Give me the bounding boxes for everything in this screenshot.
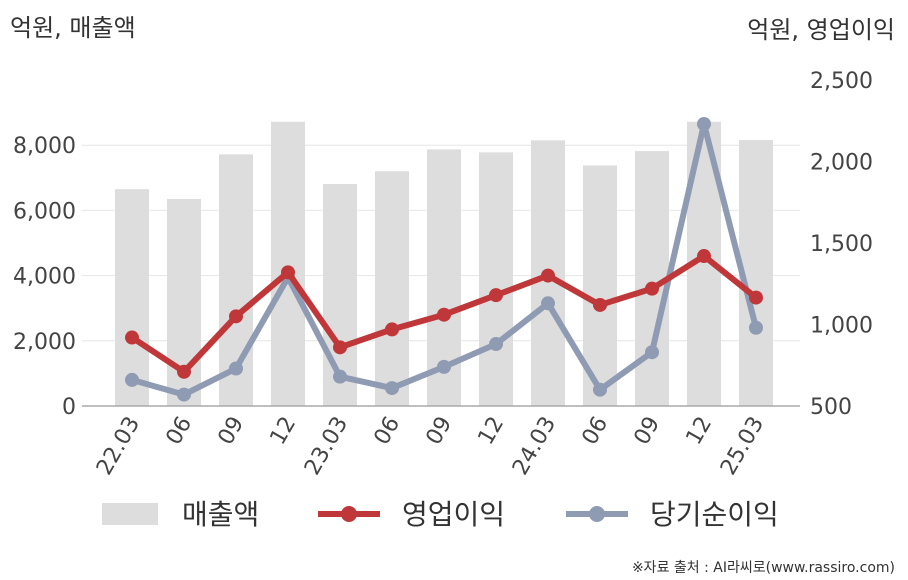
x-tick-label: 25.03 bbox=[716, 413, 769, 480]
legend-swatch-net-income-marker bbox=[589, 506, 605, 522]
point-net-income bbox=[385, 381, 399, 396]
x-tick-label: 09 bbox=[630, 413, 666, 450]
line-series-group bbox=[125, 117, 763, 402]
source-note: ※자료 출처 : AI라씨로(www.rassiro.com) bbox=[632, 560, 895, 576]
x-tick-label: 06 bbox=[370, 413, 406, 450]
point-net-income bbox=[749, 320, 763, 335]
point-operating-profit bbox=[489, 288, 503, 303]
left-tick-label: 0 bbox=[62, 395, 76, 420]
point-operating-profit bbox=[177, 364, 191, 379]
x-tick-label: 12 bbox=[266, 413, 302, 450]
point-operating-profit bbox=[593, 297, 607, 312]
right-axis-ticks: 500 1,000 1,500 2,000 2,500 bbox=[810, 69, 873, 420]
right-axis-unit: 억원, 영업이익 bbox=[747, 16, 895, 44]
legend-swatch-revenue bbox=[102, 503, 158, 525]
legend-label-operating-profit: 영업이익 bbox=[402, 498, 505, 531]
left-tick-label: 6,000 bbox=[13, 199, 76, 224]
point-net-income bbox=[229, 361, 243, 376]
right-tick-label: 1,000 bbox=[810, 314, 873, 339]
right-tick-label: 2,000 bbox=[810, 151, 873, 176]
point-operating-profit bbox=[333, 340, 347, 355]
bar-revenue bbox=[115, 189, 149, 406]
left-tick-label: 4,000 bbox=[13, 265, 76, 290]
x-tick-label: 22.03 bbox=[92, 413, 145, 480]
point-operating-profit bbox=[437, 307, 451, 322]
bar-revenue bbox=[375, 171, 409, 406]
legend-label-net-income: 당기순이익 bbox=[650, 498, 779, 531]
point-net-income bbox=[333, 369, 347, 384]
point-net-income bbox=[177, 387, 191, 402]
x-tick-label: 06 bbox=[162, 413, 198, 450]
legend-label-revenue: 매출액 bbox=[182, 498, 259, 531]
right-tick-label: 2,500 bbox=[810, 69, 873, 94]
point-operating-profit bbox=[645, 281, 659, 296]
x-tick-label: 06 bbox=[578, 413, 614, 450]
point-net-income bbox=[489, 337, 503, 352]
point-net-income bbox=[697, 117, 711, 132]
bar-series-revenue bbox=[115, 121, 773, 407]
right-tick-label: 500 bbox=[810, 395, 852, 420]
left-tick-label: 2,000 bbox=[13, 330, 76, 355]
point-operating-profit bbox=[697, 249, 711, 264]
x-tick-label: 09 bbox=[214, 413, 250, 450]
point-net-income bbox=[541, 296, 555, 311]
point-operating-profit bbox=[229, 309, 243, 324]
point-net-income bbox=[437, 359, 451, 374]
point-operating-profit bbox=[125, 330, 139, 345]
point-operating-profit bbox=[385, 322, 399, 337]
point-operating-profit bbox=[541, 268, 555, 283]
point-net-income bbox=[645, 345, 659, 360]
bar-revenue bbox=[479, 152, 513, 406]
point-operating-profit bbox=[281, 265, 295, 280]
legend: 매출액 영업이익 당기순이익 bbox=[102, 498, 779, 531]
left-axis-unit: 억원, 매출액 bbox=[10, 14, 136, 42]
right-tick-label: 1,500 bbox=[810, 232, 873, 257]
left-tick-label: 8,000 bbox=[13, 134, 76, 159]
point-operating-profit bbox=[749, 290, 763, 305]
legend-swatch-operating-profit-marker bbox=[341, 506, 357, 522]
bar-revenue bbox=[271, 121, 305, 406]
x-tick-label: 24.03 bbox=[508, 413, 561, 480]
x-tick-label: 12 bbox=[474, 413, 510, 450]
bar-revenue bbox=[323, 183, 357, 406]
point-net-income bbox=[125, 372, 139, 387]
x-tick-label: 23.03 bbox=[300, 413, 353, 480]
left-axis-ticks: 0 2,000 4,000 6,000 8,000 bbox=[13, 134, 76, 420]
x-tick-label: 12 bbox=[682, 413, 718, 450]
x-tick-label: 09 bbox=[422, 413, 458, 450]
point-net-income bbox=[593, 382, 607, 397]
